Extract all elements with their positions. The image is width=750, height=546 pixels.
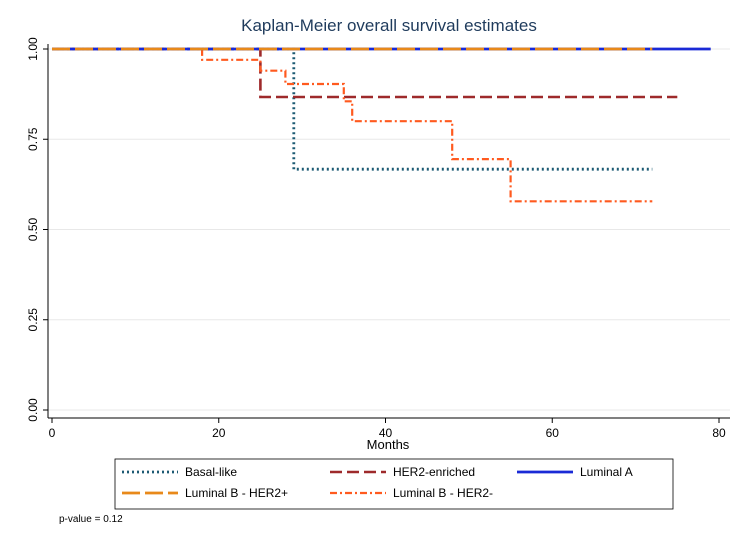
y-tick-label-2: 0.50 [26,217,40,241]
series-lines [52,47,711,203]
legend-box [114,458,674,510]
chart-title: Kaplan-Meier overall survival estimates [241,16,537,35]
legend: Basal-like HER2-enriched Luminal A Luminal … [114,458,674,510]
legend-label-luminal-b-her2: Luminal B - HER2+ [185,486,288,500]
x-tick-label-3: 60 [546,426,560,440]
y-tick-label-0: 0.00 [26,398,40,422]
x-axis-label: Months [367,437,410,452]
y-tick-label-4: 1.00 [26,37,40,61]
y-tick-label-1: 0.25 [26,308,40,332]
x-tick-label-4: 80 [712,426,726,440]
x-tick-label-2: 40 [379,426,393,440]
x-tick-label-0: 0 [49,426,56,440]
axes [43,44,730,423]
p-value-note: p-value = 0.12 [59,514,123,525]
legend-label-luminal-a: Luminal A [580,465,633,479]
series-line-her2-enriched [52,47,678,99]
legend-label-her2-enriched: HER2-enriched [393,465,475,479]
series-line-luminal-b-her2 [52,47,653,203]
legend-label-luminal-b-her2: Luminal B - HER2- [393,486,493,500]
legend-label-basal-like: Basal-like [185,465,237,479]
x-tick-label-1: 20 [212,426,226,440]
gridlines [48,48,730,411]
y-tick-label-3: 0.75 [26,127,40,151]
tick-labels: 0.00 0.25 0.50 0.75 1.00 0 20 40 60 80 [26,37,726,440]
